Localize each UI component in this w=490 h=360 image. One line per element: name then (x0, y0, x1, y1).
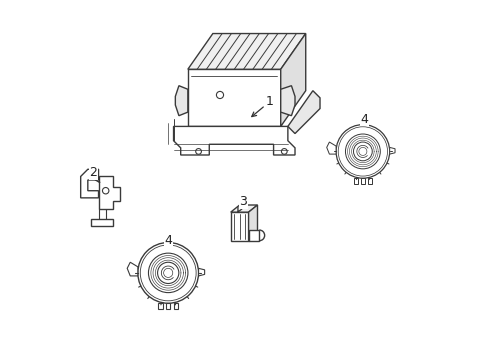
Text: 1: 1 (252, 95, 274, 117)
Circle shape (196, 149, 201, 154)
Circle shape (140, 245, 196, 301)
Polygon shape (175, 86, 188, 116)
Circle shape (281, 149, 287, 154)
Circle shape (148, 253, 188, 293)
Polygon shape (327, 142, 336, 154)
Circle shape (345, 134, 380, 169)
Polygon shape (281, 86, 295, 116)
Text: 4: 4 (164, 234, 172, 247)
Circle shape (158, 262, 179, 284)
Polygon shape (166, 303, 171, 309)
Text: 3: 3 (238, 195, 247, 212)
Polygon shape (248, 230, 259, 241)
Text: 4: 4 (361, 113, 368, 126)
Circle shape (217, 91, 223, 99)
Polygon shape (231, 205, 258, 212)
Polygon shape (198, 268, 205, 276)
Polygon shape (361, 178, 365, 184)
Polygon shape (173, 303, 178, 309)
Polygon shape (390, 147, 395, 154)
Polygon shape (188, 33, 306, 69)
Circle shape (164, 268, 173, 278)
Circle shape (102, 188, 109, 194)
Polygon shape (127, 262, 138, 276)
Polygon shape (158, 303, 163, 309)
Circle shape (138, 243, 198, 303)
Polygon shape (81, 169, 98, 198)
Text: 2: 2 (89, 166, 99, 183)
Polygon shape (231, 212, 248, 241)
Polygon shape (248, 205, 258, 241)
Circle shape (338, 127, 388, 176)
Polygon shape (98, 176, 120, 208)
Polygon shape (92, 219, 113, 226)
Polygon shape (188, 69, 281, 126)
Polygon shape (281, 33, 306, 126)
Circle shape (353, 142, 372, 161)
Circle shape (336, 125, 390, 178)
Polygon shape (173, 126, 295, 155)
Polygon shape (354, 178, 358, 184)
Polygon shape (288, 91, 320, 134)
Polygon shape (368, 178, 371, 184)
Circle shape (359, 147, 367, 156)
